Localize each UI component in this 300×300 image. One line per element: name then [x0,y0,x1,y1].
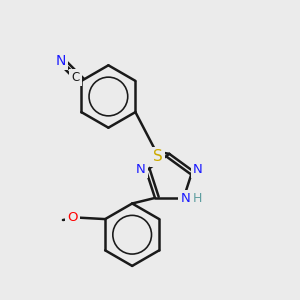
Text: N: N [180,192,190,205]
Text: O: O [67,211,77,224]
Text: S: S [153,149,162,164]
Text: N: N [193,163,203,176]
Text: N: N [136,163,146,176]
Text: N: N [56,53,66,68]
Text: C: C [71,71,80,84]
Text: H: H [193,192,203,205]
